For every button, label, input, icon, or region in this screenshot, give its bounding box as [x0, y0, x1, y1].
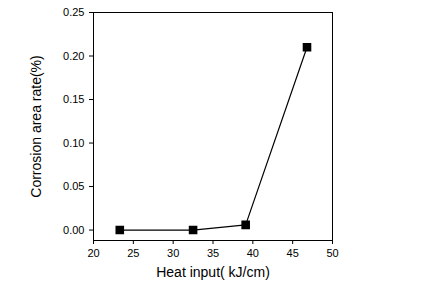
svg-text:35: 35 [207, 247, 219, 259]
svg-text:30: 30 [167, 247, 179, 259]
svg-text:40: 40 [247, 247, 259, 259]
svg-text:0.10: 0.10 [63, 137, 84, 149]
svg-text:25: 25 [127, 247, 139, 259]
svg-text:0.05: 0.05 [63, 180, 84, 192]
svg-text:Heat input( kJ/cm): Heat input( kJ/cm) [156, 264, 270, 280]
svg-text:0.20: 0.20 [63, 50, 84, 62]
svg-text:50: 50 [326, 247, 338, 259]
svg-text:Corrosion area rate(%): Corrosion area rate(%) [28, 55, 44, 197]
svg-text:0.25: 0.25 [63, 6, 84, 18]
svg-text:20: 20 [87, 247, 99, 259]
svg-text:0.00: 0.00 [63, 224, 84, 236]
svg-text:0.15: 0.15 [63, 93, 84, 105]
svg-text:45: 45 [287, 247, 299, 259]
